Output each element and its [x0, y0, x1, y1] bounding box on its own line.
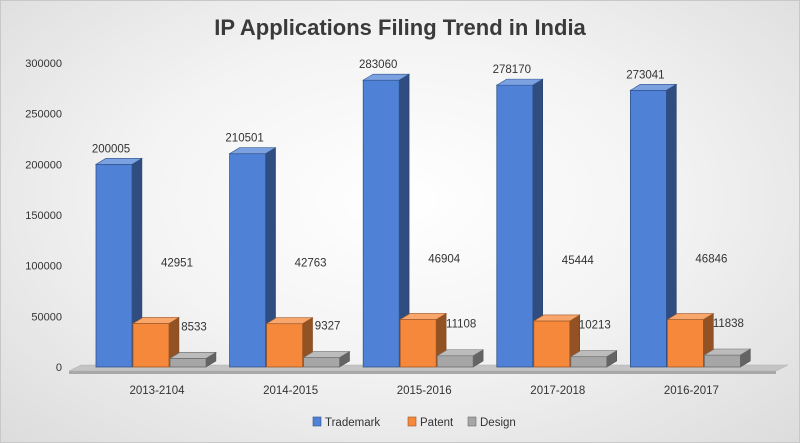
bar-front-face — [266, 323, 304, 368]
bar-top-face — [168, 352, 217, 359]
category-label: 2013-2104 — [130, 385, 186, 397]
bar-top-face — [399, 313, 448, 320]
bar-front-face — [303, 357, 341, 368]
bar-front-face — [704, 354, 741, 368]
bar-top-face — [629, 84, 678, 91]
patent-data-label: 45444 — [562, 255, 595, 267]
floor-edge — [69, 371, 776, 374]
chart-title: IP Applications Filing Trend in India — [214, 15, 586, 40]
y-tick-label: 300000 — [25, 58, 62, 70]
y-tick-label: 100000 — [25, 261, 62, 273]
legend-item-patent: Patent — [407, 416, 454, 429]
bar-top-face — [302, 351, 351, 358]
bar-front-face — [362, 79, 400, 368]
patent-bar — [532, 314, 581, 368]
y-tick-label: 0 — [56, 362, 62, 374]
patent-bar — [265, 317, 314, 368]
y-tick-label: 150000 — [25, 210, 62, 222]
design-data-label: 11838 — [713, 318, 744, 330]
bar-front-face — [570, 356, 608, 368]
design-data-label: 8533 — [181, 321, 207, 333]
bars-group — [94, 73, 752, 368]
design-bar — [168, 351, 217, 368]
trademark-bar — [228, 147, 277, 368]
design-bar — [569, 350, 618, 368]
design-bar — [703, 348, 752, 368]
patent-bar — [399, 312, 448, 368]
y-tick-label: 200000 — [25, 159, 62, 171]
trademark-bar — [629, 83, 678, 368]
legend: Trademark Patent Design — [312, 416, 516, 429]
bar-front-face — [95, 163, 133, 368]
legend-swatch — [467, 416, 477, 427]
legend-label: Design — [480, 417, 516, 429]
category-label: 2015-2016 — [397, 385, 452, 397]
legend-label: Trademark — [325, 417, 380, 429]
bar-top-face — [569, 350, 618, 357]
bar-top-face — [532, 314, 581, 322]
design-data-label: 9327 — [315, 321, 341, 333]
design-bar — [436, 349, 485, 368]
trademark-data-label: 200005 — [92, 143, 130, 155]
trademark-data-label: 273041 — [626, 69, 664, 81]
patent-data-label: 46904 — [428, 253, 461, 265]
design-data-label: 10213 — [579, 320, 611, 332]
bar-top-face — [495, 78, 544, 86]
bar-top-face — [131, 317, 180, 324]
patent-bar — [131, 316, 180, 368]
legend-label: Patent — [420, 417, 454, 429]
category-label: 2017-2018 — [530, 385, 585, 397]
legend-swatch — [312, 416, 322, 427]
patent-data-label: 42763 — [295, 258, 327, 270]
trademark-bar — [362, 73, 411, 368]
bar-top-face — [94, 158, 143, 165]
bar-front-face — [436, 355, 474, 368]
design-data-label: 11108 — [446, 319, 476, 331]
patent-data-label: 42951 — [161, 257, 193, 269]
y-tick-label: 50000 — [31, 311, 62, 323]
bar-top-face — [362, 73, 411, 81]
trademark-bar — [495, 78, 544, 368]
legend-swatch — [407, 416, 417, 427]
bar-front-face — [630, 89, 667, 368]
bar-top-face — [265, 317, 314, 324]
patent-bar — [666, 312, 715, 368]
bar-front-face — [496, 84, 534, 368]
bar-front-face — [169, 357, 207, 368]
bar-top-face — [228, 147, 277, 154]
bar-top-face — [436, 349, 485, 357]
category-label: 2014-2015 — [263, 385, 318, 397]
bar-front-face — [229, 153, 267, 368]
data-labels: 200005 42951 8533 210501 42763 9327 283060 4690… — [92, 59, 744, 333]
category-label: 2016-2017 — [664, 385, 719, 397]
trademark-data-label: 278170 — [493, 64, 531, 76]
bar-front-face — [667, 319, 704, 368]
bar-front-face — [132, 323, 170, 368]
bar-top-face — [703, 348, 752, 356]
y-axis-ticks: 0 50000 100000 150000 200000 250000 300000 — [25, 58, 62, 374]
patent-data-label: 46846 — [695, 254, 727, 266]
design-bar — [302, 351, 351, 368]
category-labels: 2013-2104 2014-2015 2015-2016 2017-2018 2016… — [130, 385, 719, 397]
bar-front-face — [399, 319, 437, 368]
bar-top-face — [666, 313, 715, 320]
trademark-data-label: 210501 — [225, 133, 263, 145]
legend-item-trademark: Trademark — [312, 416, 380, 429]
y-tick-label: 250000 — [25, 109, 62, 121]
bar-front-face — [533, 320, 571, 368]
trademark-data-label: 283060 — [359, 59, 397, 71]
legend-item-design: Design — [467, 416, 516, 429]
